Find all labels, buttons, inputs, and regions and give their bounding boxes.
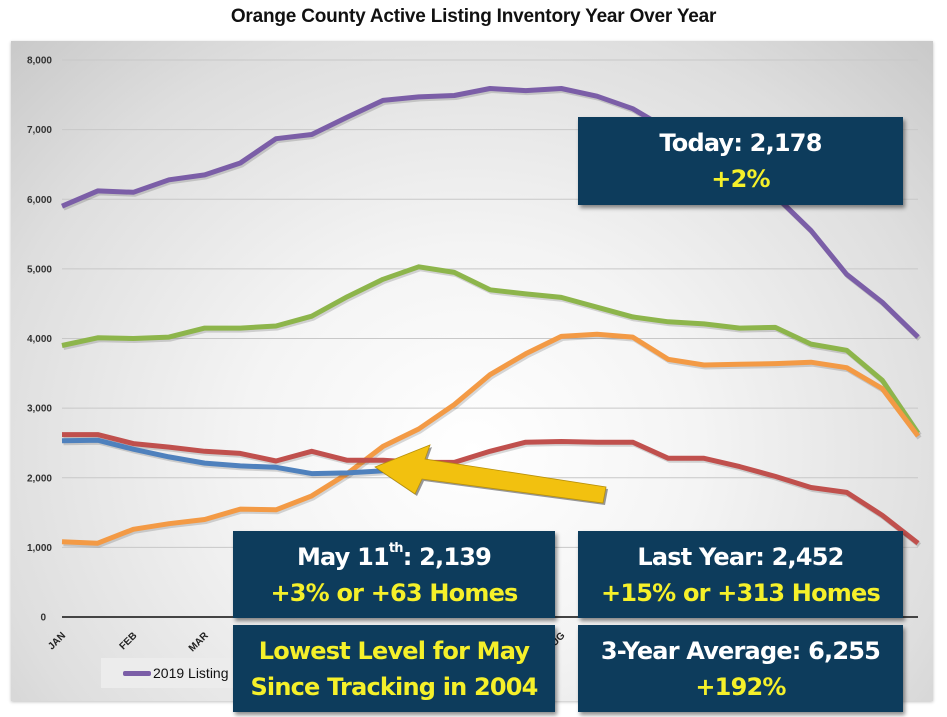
may-ordinal: th — [388, 540, 404, 556]
arrow-icon — [374, 444, 608, 505]
last-year-value: Last Year: 2,452 — [637, 542, 844, 571]
legend-swatch-2019 — [123, 670, 151, 676]
legend-label-2019: 2019 Listing — [153, 665, 229, 681]
may-value: May 11th: 2,139 — [233, 539, 555, 575]
last-year-change: +15% or +313 Homes — [601, 578, 881, 607]
y-tick-label: 6,000 — [27, 195, 52, 206]
today-change: +2% — [711, 165, 770, 193]
legend: 2019 Listing — [101, 658, 241, 688]
y-tick-label: 2,000 — [27, 473, 52, 484]
y-axis-ticks: 0 1,000 2,000 3,000 4,000 5,000 6,000 7,000 8,00… — [27, 56, 52, 624]
x-tick-label: FEB — [118, 630, 140, 652]
y-tick-label: 5,000 — [27, 264, 52, 275]
x-tick-label: JAN — [46, 630, 68, 652]
lowest-line1: Lowest Level for May — [258, 636, 530, 665]
may-label: May 11 — [296, 542, 390, 571]
x-tick-label: MAR — [187, 630, 211, 654]
today-value: Today: 2,178 — [659, 129, 822, 157]
average-value: 3-Year Average: 6,255 — [600, 636, 881, 665]
y-tick-label: 8,000 — [27, 56, 52, 67]
may-callout: May 11th: 2,139 +3% or +63 Homes — [233, 531, 555, 618]
arrow-shape — [374, 444, 607, 504]
series-shadow — [62, 266, 922, 437]
chart-title: Orange County Active Listing Inventory Y… — [230, 6, 717, 27]
y-tick-label: 3,000 — [27, 404, 52, 415]
lowest-line2: Since Tracking in 2004 — [250, 672, 538, 701]
last-year-callout: Last Year: 2,452 +15% or +313 Homes — [578, 531, 903, 618]
average-change: +192% — [695, 672, 786, 701]
series-shadow — [63, 333, 922, 548]
y-tick-label: 4,000 — [27, 334, 52, 345]
may-number: : 2,139 — [402, 542, 492, 571]
today-callout: Today: 2,178 +2% — [578, 117, 903, 205]
y-tick-label: 7,000 — [27, 125, 52, 136]
y-tick-label: 0 — [40, 613, 46, 624]
y-tick-label: 1,000 — [27, 543, 52, 554]
may-change: +3% or +63 Homes — [270, 578, 518, 607]
three-year-average-callout: 3-Year Average: 6,255 +192% — [578, 625, 903, 712]
lowest-level-callout: Lowest Level for May Since Tracking in 2… — [233, 625, 555, 712]
